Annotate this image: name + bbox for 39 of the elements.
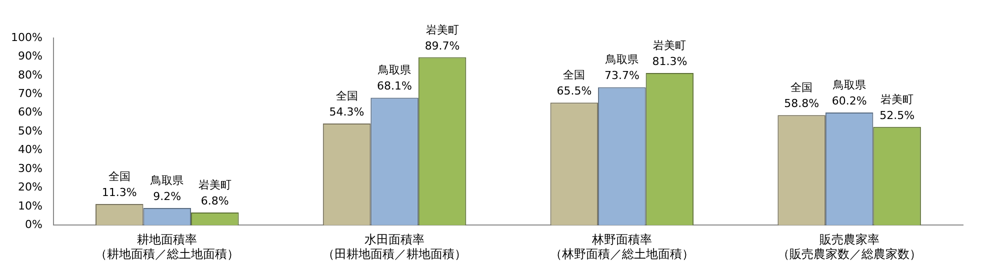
x-tick-label: 販売農家率（販売農家数／総農家数）	[777, 232, 922, 261]
text: 全国	[790, 81, 813, 94]
data-label: 73.7%	[604, 69, 640, 82]
y-tick-label: 60%	[18, 106, 42, 119]
series-label: 岩美町	[653, 39, 686, 52]
series-label: 鳥取県	[150, 174, 184, 187]
text: 全国	[336, 90, 358, 103]
y-tick-label: 0%	[24, 218, 42, 232]
y-tick-label: 40%	[18, 143, 42, 156]
y-tick-label: 10%	[18, 199, 42, 212]
y-tick-label: 30%	[18, 162, 42, 175]
data-label: 68.1%	[377, 80, 412, 93]
data-label: 65.5%	[556, 84, 592, 98]
text: 鳥取県	[378, 64, 412, 77]
data-label: 52.5%	[880, 108, 915, 122]
text: 岩美町	[880, 92, 914, 106]
y-tick-label: 100%	[10, 30, 42, 44]
x-tick-label: 水田面積率（田耕地面積／耕地面積）	[322, 232, 467, 261]
data-label: 81.3%	[652, 55, 688, 68]
y-tick-label: 80%	[18, 68, 42, 82]
y-tick-label: 70%	[18, 87, 42, 100]
data-label: 11.3%	[102, 186, 137, 200]
data-label: 9.2%	[153, 190, 182, 203]
data-label: 6.8%	[200, 194, 229, 208]
data-label: 60.2%	[832, 94, 867, 108]
x-tick-label: 耕地面積率（耕地面積／総土地面積）	[95, 232, 240, 261]
text: 鳥取県	[832, 78, 866, 92]
data-label: 58.8%	[784, 97, 820, 110]
text: 岩美町	[198, 178, 232, 192]
x-tick-label: 林野面積率（林野面積／総土地面積）	[550, 232, 694, 261]
series-label: 全国	[108, 170, 130, 184]
y-tick-label: 90%	[18, 50, 42, 63]
data-label: 54.3%	[329, 106, 364, 119]
data-label: 89.7%	[424, 39, 460, 52]
text: 全国	[563, 68, 586, 82]
y-tick-label: 20%	[18, 180, 42, 194]
y-tick-label: 50%	[18, 124, 42, 138]
text: 鳥取県	[605, 53, 638, 66]
text: 岩美町	[426, 23, 459, 36]
